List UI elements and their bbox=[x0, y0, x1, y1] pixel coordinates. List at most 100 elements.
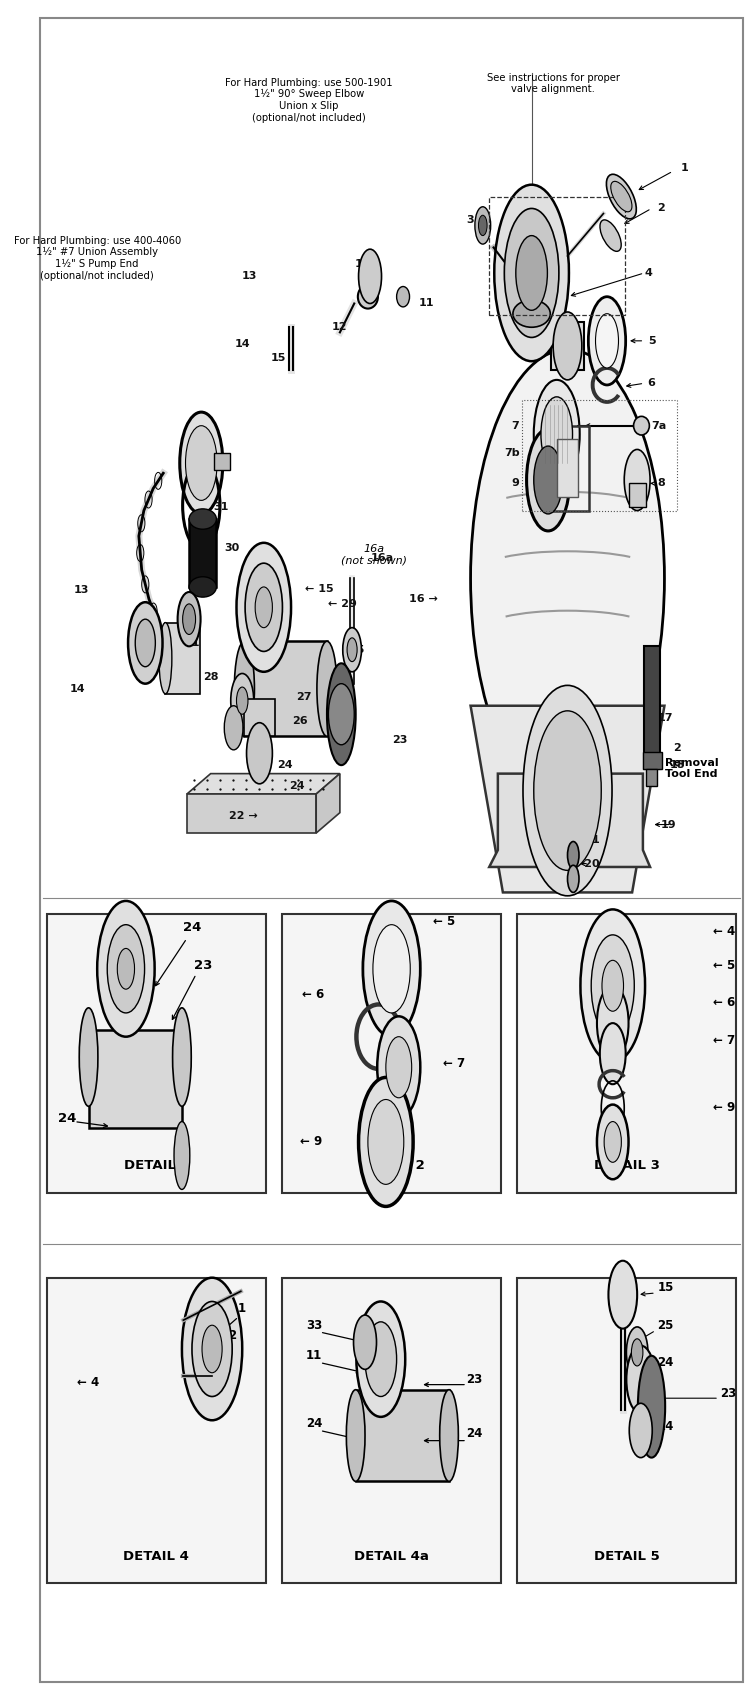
Text: 4: 4 bbox=[644, 269, 653, 277]
Circle shape bbox=[588, 298, 626, 384]
Text: 12: 12 bbox=[332, 323, 347, 332]
Ellipse shape bbox=[172, 1008, 191, 1107]
Text: ← 6: ← 6 bbox=[302, 988, 324, 1001]
Text: ← 6: ← 6 bbox=[714, 996, 735, 1010]
Circle shape bbox=[373, 925, 411, 1013]
Text: ← 9: ← 9 bbox=[714, 1102, 735, 1115]
Text: Removal
Tool End: Removal Tool End bbox=[665, 758, 719, 779]
Text: 25: 25 bbox=[350, 644, 365, 654]
Circle shape bbox=[378, 1017, 420, 1119]
Text: 1: 1 bbox=[681, 163, 688, 173]
Text: 14: 14 bbox=[235, 340, 250, 348]
Polygon shape bbox=[490, 774, 650, 867]
Text: 24: 24 bbox=[657, 1357, 674, 1369]
Circle shape bbox=[224, 706, 243, 750]
Circle shape bbox=[368, 1100, 404, 1185]
Circle shape bbox=[180, 411, 223, 513]
Text: ← 5: ← 5 bbox=[433, 915, 456, 928]
Text: 8: 8 bbox=[657, 478, 665, 488]
Circle shape bbox=[231, 673, 253, 728]
Circle shape bbox=[523, 685, 612, 896]
Text: For Hard Plumbing: use 500-1901
1½" 90° Sweep Elbow
Union x Slip
(optional/not i: For Hard Plumbing: use 500-1901 1½" 90° … bbox=[225, 78, 393, 122]
Text: 16a
(not shown): 16a (not shown) bbox=[341, 544, 407, 566]
Text: 9: 9 bbox=[511, 478, 519, 488]
Text: 23: 23 bbox=[466, 1374, 482, 1386]
Circle shape bbox=[363, 901, 420, 1037]
Ellipse shape bbox=[189, 508, 217, 529]
Ellipse shape bbox=[347, 1389, 365, 1481]
Circle shape bbox=[597, 1105, 629, 1180]
Ellipse shape bbox=[358, 286, 378, 309]
Circle shape bbox=[356, 1302, 405, 1416]
Text: 33: 33 bbox=[181, 617, 197, 627]
Circle shape bbox=[247, 722, 272, 784]
Text: 19: 19 bbox=[660, 819, 676, 830]
Circle shape bbox=[581, 910, 645, 1062]
Circle shape bbox=[534, 711, 602, 870]
Circle shape bbox=[624, 449, 650, 510]
Text: 1: 1 bbox=[238, 1302, 247, 1314]
Text: 10: 10 bbox=[355, 260, 371, 270]
Text: 24: 24 bbox=[657, 1421, 674, 1433]
Bar bbox=[643, 751, 662, 768]
Ellipse shape bbox=[513, 301, 550, 328]
Text: 7: 7 bbox=[511, 420, 519, 430]
Text: 32: 32 bbox=[211, 454, 227, 464]
Circle shape bbox=[347, 638, 357, 661]
Bar bbox=[165, 622, 200, 694]
Circle shape bbox=[553, 313, 582, 379]
Ellipse shape bbox=[235, 641, 254, 736]
Circle shape bbox=[526, 428, 570, 530]
Circle shape bbox=[353, 1316, 377, 1370]
Circle shape bbox=[494, 185, 569, 360]
Ellipse shape bbox=[79, 1008, 98, 1107]
Bar bbox=[517, 915, 736, 1193]
Text: 24: 24 bbox=[58, 1112, 76, 1125]
Text: 24: 24 bbox=[306, 1418, 322, 1430]
Circle shape bbox=[117, 949, 135, 989]
Text: 24: 24 bbox=[183, 921, 201, 935]
Ellipse shape bbox=[317, 641, 337, 736]
Text: DETAIL 5: DETAIL 5 bbox=[594, 1550, 660, 1562]
Bar bbox=[356, 1389, 449, 1481]
Bar bbox=[47, 1278, 266, 1583]
Bar bbox=[214, 452, 230, 469]
Text: ← 21: ← 21 bbox=[571, 835, 600, 845]
Bar bbox=[556, 439, 578, 496]
Circle shape bbox=[568, 842, 579, 869]
Circle shape bbox=[255, 581, 277, 632]
Circle shape bbox=[359, 1078, 413, 1207]
Text: ← 4: ← 4 bbox=[714, 925, 735, 938]
Bar bbox=[189, 518, 217, 586]
Polygon shape bbox=[471, 706, 665, 893]
Bar bbox=[546, 425, 589, 510]
Bar bbox=[244, 699, 274, 736]
Text: 5: 5 bbox=[647, 337, 655, 345]
Text: 25: 25 bbox=[657, 1319, 674, 1331]
Polygon shape bbox=[316, 774, 340, 833]
Ellipse shape bbox=[638, 1357, 666, 1457]
Text: 22 →: 22 → bbox=[229, 811, 257, 821]
Text: 27: 27 bbox=[296, 692, 312, 702]
Circle shape bbox=[182, 1278, 242, 1420]
Text: ← 29: ← 29 bbox=[329, 598, 357, 609]
Ellipse shape bbox=[327, 663, 356, 765]
Bar bbox=[489, 197, 625, 316]
Ellipse shape bbox=[440, 1389, 459, 1481]
Circle shape bbox=[192, 1302, 232, 1396]
Circle shape bbox=[534, 445, 562, 513]
Text: 16 →: 16 → bbox=[409, 593, 438, 604]
Text: For Hard Plumbing: use 400-4060
1½" #7 Union Assembly
1½" S Pump End
(optional/n: For Hard Plumbing: use 400-4060 1½" #7 U… bbox=[14, 236, 180, 280]
Text: See instructions for proper
valve alignment.: See instructions for proper valve alignm… bbox=[487, 73, 620, 94]
Text: ← 7: ← 7 bbox=[714, 1034, 735, 1047]
Text: 23: 23 bbox=[393, 734, 408, 745]
Text: 11: 11 bbox=[418, 299, 434, 308]
Circle shape bbox=[108, 925, 144, 1013]
Bar bbox=[283, 1278, 501, 1583]
Circle shape bbox=[591, 935, 634, 1037]
Circle shape bbox=[177, 592, 201, 646]
Circle shape bbox=[183, 604, 196, 634]
Circle shape bbox=[632, 1340, 643, 1367]
Text: 11: 11 bbox=[184, 638, 200, 648]
Circle shape bbox=[534, 379, 580, 488]
